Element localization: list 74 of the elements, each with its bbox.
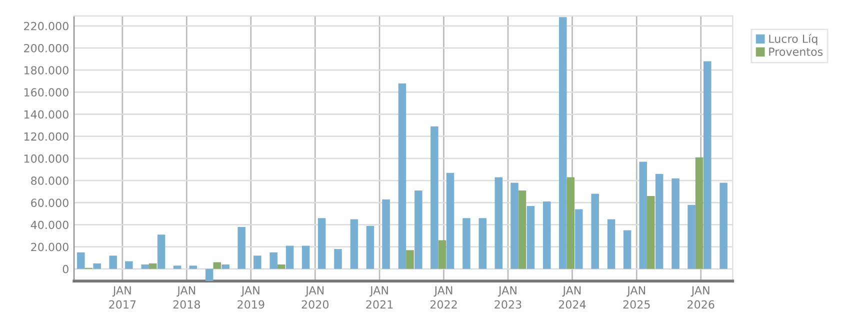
x-tick-label: JAN 2020 bbox=[302, 286, 329, 309]
bar bbox=[254, 256, 262, 269]
bar bbox=[350, 219, 358, 269]
y-tick-label: 180.000 bbox=[24, 66, 68, 74]
bar bbox=[398, 83, 406, 269]
bar bbox=[623, 230, 632, 269]
bar bbox=[318, 218, 326, 269]
bar bbox=[542, 202, 551, 269]
bar bbox=[406, 250, 414, 269]
x-tick-label: JAN 2022 bbox=[430, 286, 457, 309]
bar bbox=[270, 252, 278, 269]
bar bbox=[414, 190, 422, 269]
bar bbox=[575, 209, 583, 269]
y-tick-label: 160.000 bbox=[24, 88, 68, 97]
bar bbox=[462, 218, 470, 269]
bar bbox=[334, 249, 342, 269]
x-tick-label: JAN 2025 bbox=[623, 286, 650, 309]
bar bbox=[494, 177, 503, 269]
bar bbox=[446, 172, 454, 269]
y-tick-label: 80.000 bbox=[31, 176, 68, 185]
bar bbox=[566, 177, 575, 269]
bar bbox=[149, 263, 157, 269]
y-tick-label: 200.000 bbox=[24, 44, 68, 52]
bar bbox=[222, 264, 230, 269]
bar bbox=[382, 199, 390, 269]
bar bbox=[647, 196, 655, 269]
bar bbox=[591, 194, 599, 269]
y-tick-label: 120.000 bbox=[24, 132, 68, 141]
bar bbox=[238, 226, 246, 269]
x-tick-label: JAN 2024 bbox=[558, 286, 586, 309]
bar bbox=[559, 17, 567, 269]
bar bbox=[286, 246, 294, 269]
bar bbox=[302, 246, 310, 269]
legend-label: Lucro Líq bbox=[769, 34, 818, 46]
y-tick-label: 100.000 bbox=[24, 154, 68, 163]
bar bbox=[213, 262, 221, 269]
y-tick-label: 20.000 bbox=[31, 242, 68, 252]
y-tick-label: 140.000 bbox=[24, 110, 68, 119]
y-tick-label: 40.000 bbox=[30, 220, 68, 230]
bar bbox=[438, 240, 446, 269]
bar bbox=[205, 268, 214, 282]
bar bbox=[607, 219, 616, 269]
bar bbox=[639, 162, 648, 269]
bar bbox=[189, 266, 198, 269]
bar bbox=[141, 264, 149, 269]
bar bbox=[510, 182, 518, 269]
bar bbox=[77, 252, 85, 269]
y-tick-label: 220.000 bbox=[24, 22, 68, 30]
x-tick-label: JAN 2026 bbox=[688, 286, 714, 309]
bar bbox=[688, 204, 696, 269]
bar bbox=[695, 157, 704, 269]
bar bbox=[478, 218, 487, 269]
bar bbox=[430, 126, 438, 269]
x-tick-label: JAN 2018 bbox=[173, 286, 200, 309]
bar bbox=[720, 182, 728, 269]
x-tick-label: JAN 2023 bbox=[494, 286, 522, 309]
bar bbox=[93, 263, 101, 269]
bar bbox=[672, 178, 680, 269]
bar bbox=[109, 256, 117, 269]
y-tick-label: 60.000 bbox=[31, 198, 68, 208]
bar bbox=[526, 206, 535, 269]
x-tick-label: JAN 2021 bbox=[366, 286, 393, 309]
bar bbox=[157, 234, 166, 269]
bar bbox=[125, 261, 133, 269]
bar bbox=[655, 174, 664, 269]
y-tick-label: 0 bbox=[62, 264, 68, 274]
legend-label: Proventos bbox=[769, 48, 823, 56]
bar bbox=[173, 266, 182, 269]
bar bbox=[518, 190, 526, 269]
x-tick-label: JAN 2017 bbox=[109, 286, 136, 309]
bar bbox=[703, 61, 712, 269]
x-tick-label: JAN 2019 bbox=[238, 286, 264, 309]
bar bbox=[366, 226, 374, 269]
bar bbox=[277, 264, 286, 269]
